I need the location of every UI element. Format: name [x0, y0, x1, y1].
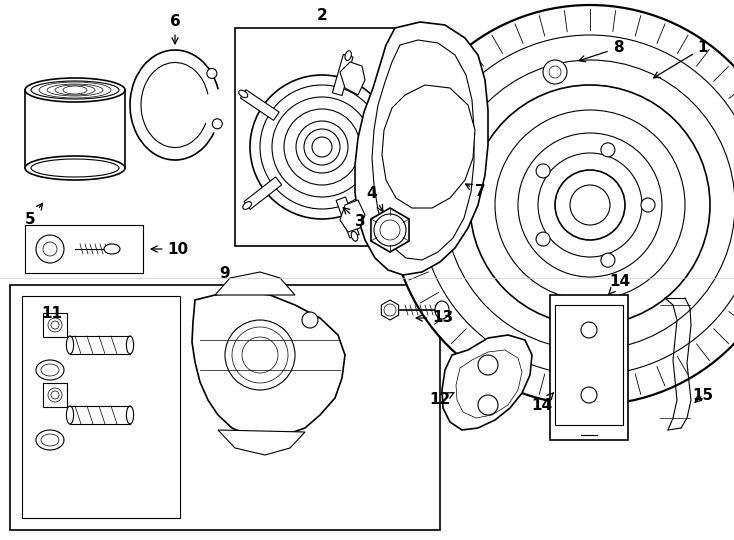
Ellipse shape [25, 156, 125, 180]
Bar [25, 225, 143, 273]
Ellipse shape [36, 430, 64, 450]
Ellipse shape [345, 51, 352, 60]
Text: 3: 3 [344, 208, 366, 230]
Bar [235, 28, 410, 246]
Polygon shape [555, 305, 623, 425]
Polygon shape [442, 335, 532, 430]
Circle shape [536, 232, 550, 246]
Polygon shape [355, 22, 488, 275]
Ellipse shape [126, 406, 134, 424]
Circle shape [225, 320, 295, 390]
Polygon shape [218, 430, 305, 455]
Polygon shape [373, 159, 414, 181]
Polygon shape [241, 90, 279, 120]
Circle shape [390, 5, 734, 405]
Bar [43, 383, 67, 407]
Polygon shape [382, 85, 475, 208]
Text: 13: 13 [416, 310, 454, 326]
Ellipse shape [126, 336, 134, 354]
Bar [43, 313, 67, 337]
Circle shape [36, 235, 64, 263]
Circle shape [536, 164, 550, 178]
Polygon shape [192, 292, 345, 438]
Ellipse shape [243, 201, 252, 210]
Polygon shape [382, 300, 399, 320]
Polygon shape [244, 177, 282, 210]
Circle shape [478, 355, 498, 375]
Circle shape [478, 395, 498, 415]
Ellipse shape [104, 244, 120, 254]
Circle shape [581, 322, 597, 338]
Ellipse shape [239, 90, 247, 98]
Text: 9: 9 [219, 266, 230, 280]
Ellipse shape [435, 301, 449, 319]
Circle shape [543, 60, 567, 84]
Text: 1: 1 [653, 40, 708, 78]
Ellipse shape [66, 336, 73, 354]
Bar [22, 296, 180, 518]
Ellipse shape [36, 360, 64, 380]
Ellipse shape [66, 406, 73, 424]
Circle shape [601, 253, 615, 267]
Ellipse shape [25, 78, 125, 102]
Text: 5: 5 [25, 204, 43, 227]
Circle shape [641, 198, 655, 212]
Polygon shape [340, 62, 365, 95]
Polygon shape [550, 295, 628, 440]
Ellipse shape [407, 173, 417, 180]
Polygon shape [371, 208, 409, 252]
Polygon shape [333, 55, 353, 96]
Polygon shape [336, 197, 359, 238]
Text: 14: 14 [608, 274, 631, 294]
Text: 12: 12 [429, 393, 454, 408]
Circle shape [302, 312, 318, 328]
Text: 7: 7 [465, 184, 485, 199]
Polygon shape [215, 272, 295, 295]
Text: 10: 10 [151, 241, 189, 256]
Bar [10, 285, 440, 530]
Text: 14: 14 [531, 393, 553, 413]
Text: 4: 4 [367, 186, 383, 211]
Circle shape [250, 75, 394, 219]
Ellipse shape [351, 232, 357, 241]
Circle shape [601, 143, 615, 157]
Circle shape [581, 387, 597, 403]
Text: 6: 6 [170, 15, 181, 44]
Text: 15: 15 [692, 388, 713, 402]
Polygon shape [340, 200, 365, 232]
Circle shape [207, 69, 217, 78]
Circle shape [212, 119, 222, 129]
Text: 8: 8 [579, 40, 623, 62]
Text: 2: 2 [316, 9, 327, 24]
Text: 11: 11 [42, 307, 62, 321]
